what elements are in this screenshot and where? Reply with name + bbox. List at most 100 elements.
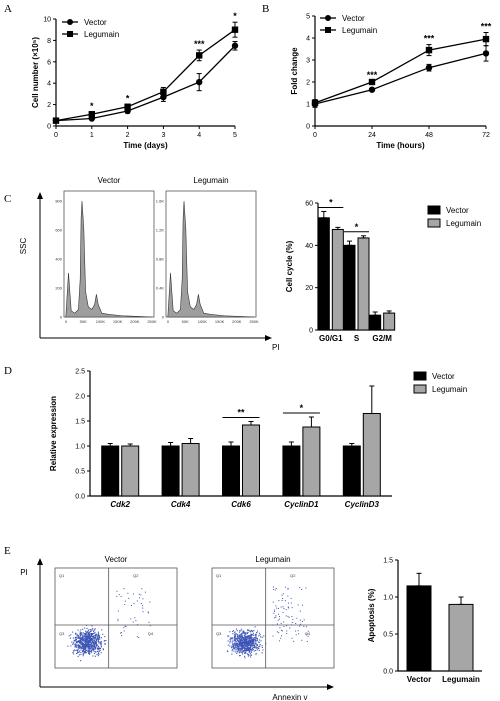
dot-e	[82, 640, 85, 642]
y-tick-label-c: 60	[305, 201, 313, 208]
dot-e	[80, 653, 82, 656]
dot-e	[239, 649, 241, 651]
dot-e	[246, 644, 248, 646]
dot-e	[242, 641, 244, 643]
dot-e	[299, 619, 301, 621]
dot-e	[95, 640, 97, 642]
dot-e	[234, 636, 236, 639]
dot-e	[91, 646, 94, 648]
dot-e	[237, 638, 239, 640]
dot-e	[239, 640, 241, 642]
dot-e	[245, 651, 247, 653]
dot-e	[96, 637, 98, 639]
dot-e	[123, 588, 125, 590]
dot-e	[249, 649, 251, 651]
y-axis-label-c: Cell cycle (%)	[285, 240, 294, 292]
dot-e	[245, 642, 247, 644]
dot-e	[91, 633, 93, 636]
dot-e	[71, 641, 73, 643]
dot-e	[86, 640, 88, 642]
dot-e	[93, 637, 95, 639]
dot-e	[254, 647, 256, 649]
dot-e	[238, 650, 240, 652]
histogram-frame-c	[63, 190, 155, 318]
dot-e	[100, 642, 103, 644]
dot-e	[77, 641, 79, 643]
dot-e	[259, 634, 261, 636]
bar-c-s-vector	[343, 244, 356, 331]
dot-e	[237, 651, 239, 653]
dot-e	[247, 629, 249, 631]
dot-e	[90, 646, 92, 648]
dot-e	[80, 641, 82, 643]
series-line-a-legumain	[55, 29, 236, 122]
dot-e	[78, 644, 80, 646]
dot-e	[239, 637, 241, 639]
dot-e	[241, 643, 243, 646]
dot-e	[282, 593, 284, 595]
dot-e	[239, 630, 241, 632]
dot-e	[249, 652, 251, 655]
dot-e	[87, 631, 89, 633]
dot-e	[247, 655, 249, 657]
dot-e	[81, 646, 83, 648]
dot-e	[84, 649, 86, 651]
dot-e	[80, 660, 82, 662]
dot-e	[245, 645, 247, 647]
dot-e	[242, 642, 244, 644]
dot-e	[94, 635, 97, 637]
dot-e	[83, 651, 85, 653]
dot-e	[239, 639, 241, 641]
dot-e	[256, 639, 258, 641]
dot-e	[82, 643, 84, 646]
flow-x-label-c: PI	[272, 343, 280, 352]
dot-e	[101, 629, 103, 631]
dot-e	[77, 648, 79, 650]
dot-e	[253, 642, 255, 644]
dot-e	[250, 645, 252, 647]
dot-e	[79, 634, 81, 636]
dot-e	[73, 641, 75, 643]
dot-e	[238, 631, 241, 633]
dot-e	[244, 640, 246, 643]
dot-e	[100, 645, 102, 647]
dot-e	[135, 620, 137, 622]
dot-e	[278, 618, 280, 620]
dot-e	[88, 637, 90, 639]
dot-e	[84, 647, 86, 649]
legend-label-a: Vector	[84, 18, 107, 27]
data-point-a-vector	[160, 93, 167, 101]
dot-e	[255, 653, 257, 655]
histogram-y-tick-c: 800	[55, 199, 62, 204]
dot-e	[82, 653, 84, 655]
dot-e	[243, 641, 245, 643]
dot-e	[244, 642, 246, 644]
dot-e	[243, 655, 246, 657]
dot-e	[78, 651, 80, 653]
dot-e	[72, 652, 74, 654]
dot-e	[88, 646, 90, 648]
dot-e	[124, 604, 126, 606]
dot-e	[250, 637, 253, 639]
dot-e	[282, 606, 284, 608]
dot-e	[229, 631, 231, 633]
dot-e	[149, 625, 151, 627]
dot-e	[243, 631, 245, 633]
dot-e	[77, 640, 79, 642]
dot-e	[82, 649, 84, 651]
dot-e	[88, 652, 90, 654]
dot-e	[74, 638, 77, 640]
dot-e	[238, 635, 241, 637]
dot-e	[248, 649, 250, 651]
dot-e	[246, 649, 248, 651]
dot-e	[79, 639, 81, 641]
dot-e	[91, 639, 93, 641]
dot-e	[242, 650, 244, 652]
dot-e	[242, 638, 244, 640]
data-point-b-legumain	[311, 99, 319, 107]
dot-e	[90, 630, 92, 632]
dot-e	[147, 611, 149, 613]
dot-e	[235, 644, 237, 646]
dot-e	[148, 621, 150, 623]
dot-e	[89, 633, 91, 635]
